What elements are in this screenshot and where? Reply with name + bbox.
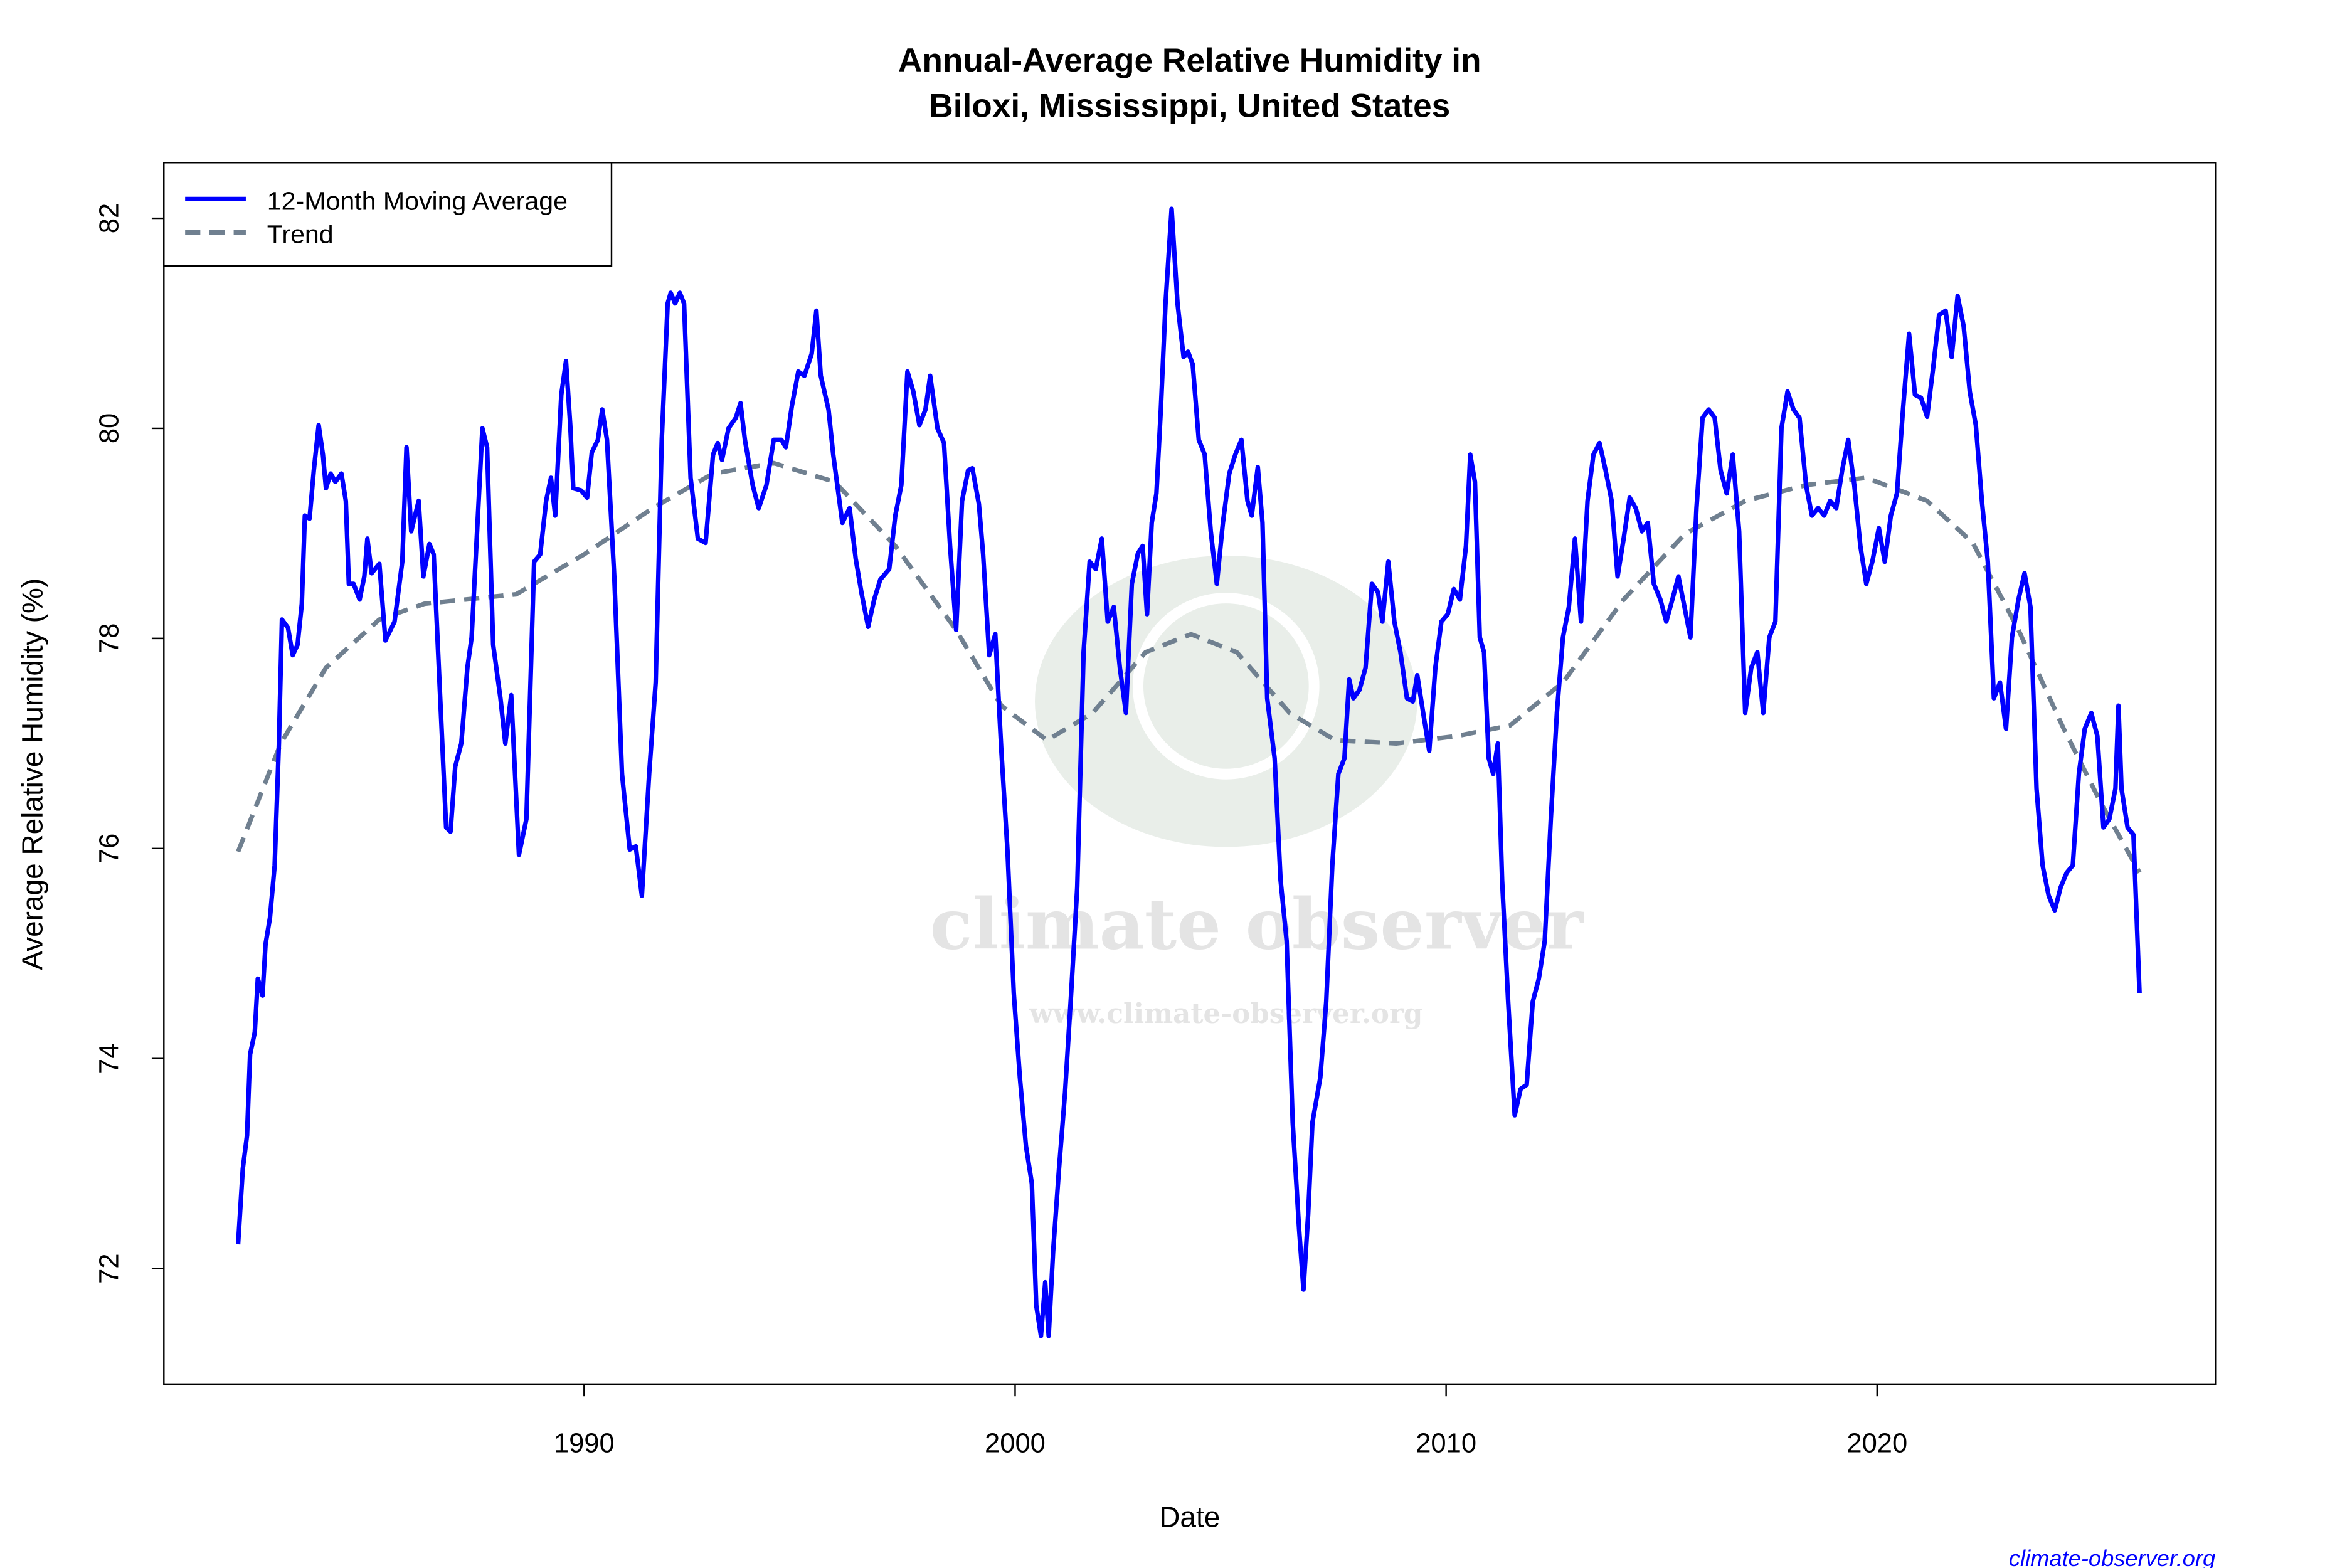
watermark-name: climate observer <box>930 884 1584 966</box>
plot-frame <box>163 162 2217 1385</box>
chart-title-line-2: Biloxi, Mississippi, United States <box>929 88 1450 125</box>
y-tick-label: 82 <box>95 203 125 233</box>
x-axis-label: Date <box>1159 1500 1220 1533</box>
y-axis: 72 74 76 78 80 82 <box>95 203 164 1284</box>
y-tick-label: 72 <box>95 1253 125 1283</box>
x-tick-label: 1990 <box>554 1429 615 1459</box>
x-tick-label: 2020 <box>1846 1429 1907 1459</box>
y-axis-label: Average Relative Humidity (%) <box>16 578 49 970</box>
legend-box <box>163 162 613 267</box>
series-line-trend <box>236 460 2142 874</box>
watermark-url: www.climate-observer.org <box>1029 998 1422 1030</box>
x-tick-label: 2000 <box>985 1429 1046 1459</box>
legend-label-trend: Trend <box>267 220 334 249</box>
series-line-moving-average <box>235 206 2142 1338</box>
y-tick-label: 76 <box>95 834 125 864</box>
y-tick-label: 74 <box>95 1044 125 1074</box>
legend-label-moving-average: 12-Month Moving Average <box>267 186 568 215</box>
x-axis: 1990 2000 2010 2020 <box>554 1384 1907 1459</box>
credit-link[interactable]: climate-observer.org <box>2009 1545 2215 1568</box>
watermark-globe-ring <box>1133 593 1320 780</box>
series-layer <box>235 206 2142 1338</box>
legend: 12-Month Moving Average Trend <box>163 162 613 267</box>
y-tick-label: 80 <box>95 413 125 443</box>
x-tick-label: 2010 <box>1416 1429 1476 1459</box>
y-tick-label: 78 <box>95 623 125 654</box>
chart-title-line-1: Annual-Average Relative Humidity in <box>898 42 1481 79</box>
